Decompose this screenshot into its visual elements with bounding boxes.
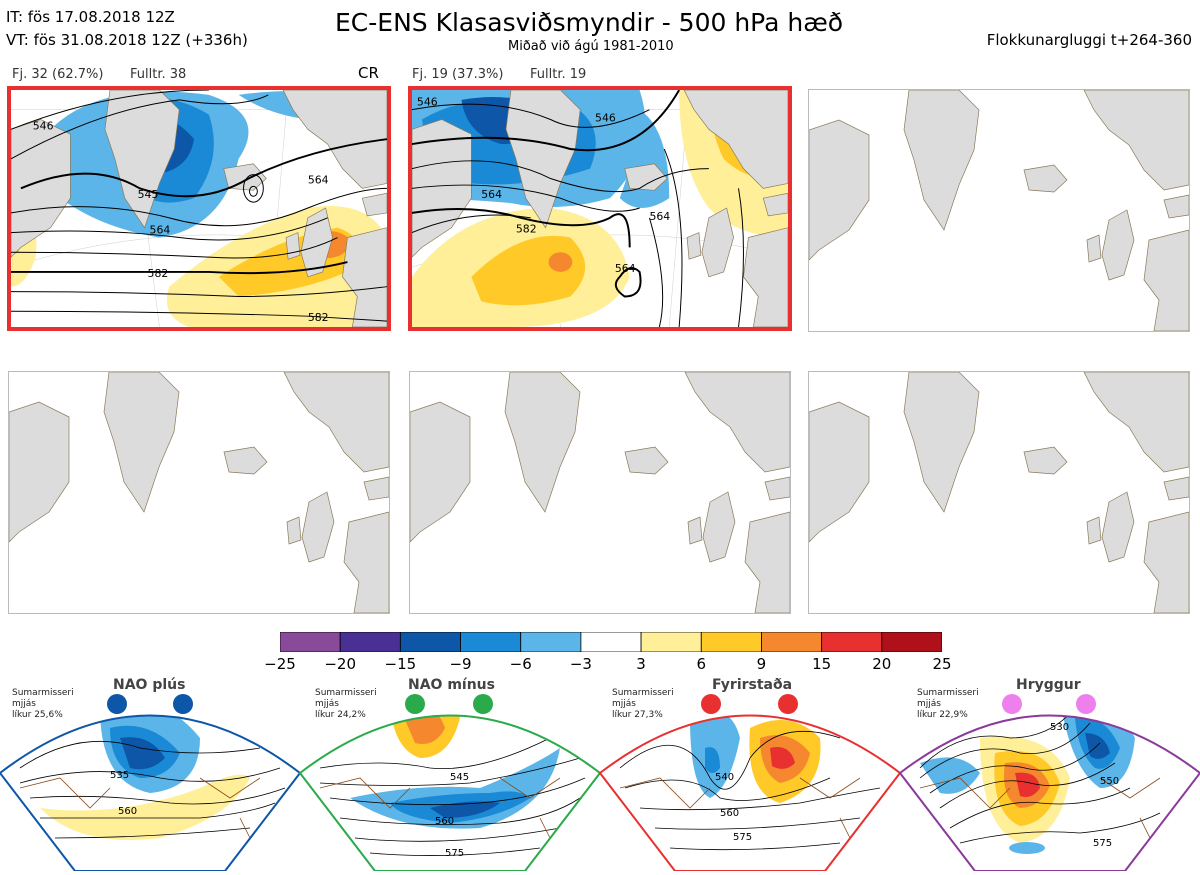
contour-label: 560 — [435, 816, 454, 827]
contour-label: 545 — [450, 772, 469, 783]
colorbar-ticks: −25 −20 −15 −9 −6 −3 3 6 9 15 20 25 — [264, 655, 951, 675]
page-title: EC-ENS Klasasviðsmyndir - 500 hPa hæð — [335, 8, 844, 37]
colorbar-segment — [700, 631, 762, 653]
regime-ridge-info: Sumarmisseri mjjás líkur 22,9% — [917, 688, 979, 720]
cluster3-map-svg — [809, 90, 1189, 331]
initial-time: IT: fös 17.08.2018 12Z — [6, 8, 175, 26]
regime-strip: 535 560 545 — [0, 678, 1200, 872]
colorbar-tick-label: 25 — [932, 655, 952, 673]
regime-nao-plus-info: Sumarmisseri mjjás líkur 25,6% — [12, 688, 74, 720]
colorbar-tick-label: −3 — [569, 655, 592, 673]
page-subtitle: Miðað við ágú 1981-2010 — [508, 39, 674, 54]
colorbar-segment — [520, 631, 582, 653]
cluster1-map-svg: 546 545 564 564 582 582 — [11, 90, 387, 327]
colorbar-segment — [460, 631, 522, 653]
regime-dot-icon — [1002, 694, 1022, 714]
cluster1-map: 546 545 564 564 582 582 — [7, 86, 391, 331]
classification-window: Flokkunargluggi t+264-360 — [986, 31, 1192, 49]
regime-blocking-title: Fyrirstaða — [712, 677, 793, 693]
contour-label: 582 — [308, 311, 329, 324]
contour-label: 546 — [417, 96, 438, 109]
colorbar-tick-label: −20 — [324, 655, 356, 673]
contour-label: 546 — [595, 111, 616, 124]
regime-dot-icon — [778, 694, 798, 714]
regime-dot-icon — [405, 694, 425, 714]
regime-nao-minus-title: NAO mínus — [408, 677, 495, 693]
cluster6-map — [808, 371, 1190, 614]
cluster5-map-svg — [410, 372, 790, 613]
regime-nao-plus-title: NAO plús — [113, 677, 186, 693]
contour-label: 550 — [1100, 776, 1119, 787]
cluster5-map — [409, 371, 791, 614]
regime-nao-minus-info: Sumarmisseri mjjás líkur 24,2% — [315, 688, 377, 720]
cluster2-members: Fulltr. 19 — [530, 67, 587, 82]
regime-ridge-title: Hryggur — [1016, 677, 1081, 693]
contour-label: 564 — [649, 210, 670, 223]
colorbar — [279, 631, 943, 653]
contour-label: 564 — [150, 224, 171, 237]
contour-label: 535 — [110, 770, 129, 781]
colorbar-segment — [640, 631, 702, 653]
cluster2-map: 546 546 564 564 582 564 — [408, 86, 792, 331]
cluster1-regime-tag: CR — [358, 64, 379, 82]
colorbar-segment — [339, 631, 401, 653]
contour-label: 560 — [720, 808, 739, 819]
contour-label: 575 — [445, 848, 464, 859]
contour-label: 575 — [1093, 838, 1112, 849]
colorbar-segment — [399, 631, 461, 653]
contour-label: 530 — [1050, 722, 1069, 733]
colorbar-tick-label: 6 — [696, 655, 707, 673]
colorbar-tick-label: 15 — [812, 655, 832, 673]
cluster1-members: Fulltr. 38 — [130, 67, 187, 82]
contour-label: 582 — [148, 267, 169, 280]
colorbar-tick-label: 20 — [872, 655, 892, 673]
colorbar-segment — [881, 631, 943, 653]
regime-dot-icon — [701, 694, 721, 714]
regime-strip-svg: 535 560 545 — [0, 714, 1200, 872]
regime-blocking-info: Sumarmisseri mjjás líkur 27,3% — [612, 688, 674, 720]
contour-label: 560 — [118, 806, 137, 817]
cluster4-map — [8, 371, 390, 614]
contour-label: 582 — [516, 223, 537, 236]
colorbar-segment — [821, 631, 883, 653]
cluster6-map-svg — [809, 372, 1189, 613]
cluster2-map-svg: 546 546 564 564 582 564 — [412, 90, 788, 327]
regime-dot-icon — [473, 694, 493, 714]
colorbar-segment — [279, 631, 341, 653]
contour-label: 546 — [33, 119, 54, 132]
contour-label: 564 — [308, 173, 329, 186]
regime-dot-icon — [1076, 694, 1096, 714]
cluster1-label: Fj. 32 (62.7%) — [12, 67, 104, 82]
colorbar-tick-label: −6 — [509, 655, 532, 673]
colorbar-tick-label: −25 — [264, 655, 296, 673]
colorbar-tick-label: −9 — [449, 655, 472, 673]
contour-label: 545 — [138, 188, 159, 201]
regime-dot-icon — [107, 694, 127, 714]
colorbar-tick-label: 3 — [636, 655, 646, 673]
contour-label: 564 — [615, 262, 636, 275]
colorbar-segment — [580, 631, 642, 653]
cluster3-map — [808, 89, 1190, 332]
regime-dot-icon — [173, 694, 193, 714]
contour-label: 540 — [715, 772, 734, 783]
colorbar-tick-label: 9 — [756, 655, 767, 673]
colorbar-segment — [761, 631, 823, 653]
colorbar-svg — [279, 631, 943, 653]
colorbar-tick-label: −15 — [384, 655, 417, 673]
cluster2-label: Fj. 19 (37.3%) — [412, 67, 504, 82]
contour-label: 575 — [733, 832, 752, 843]
valid-time: VT: fös 31.08.2018 12Z (+336h) — [6, 31, 248, 49]
contour-label: 564 — [481, 188, 502, 201]
cluster4-map-svg — [9, 372, 389, 613]
